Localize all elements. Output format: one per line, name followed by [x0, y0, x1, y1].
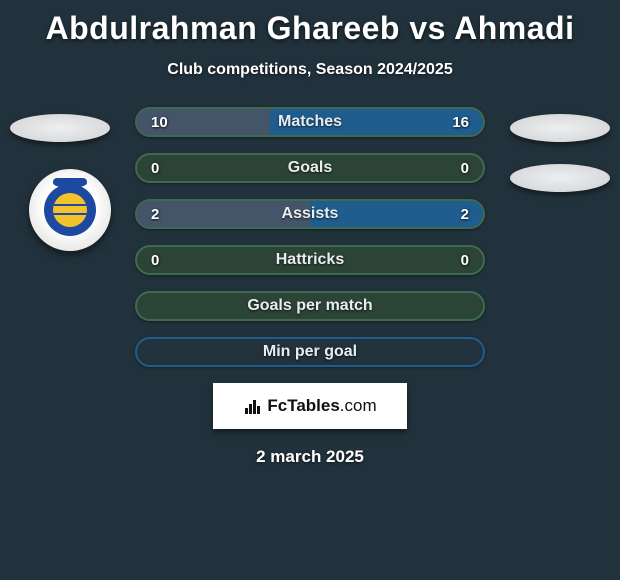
- stat-label: Min per goal: [263, 343, 357, 361]
- page-title: Abdulrahman Ghareeb vs Ahmadi: [0, 0, 620, 47]
- page-subtitle: Club competitions, Season 2024/2025: [0, 61, 620, 79]
- stat-value-right: 0: [461, 155, 469, 181]
- stat-bars: 10 16 Matches 0 0 Goals 2 2 Assists 0 0 Hattricks Go…: [135, 107, 485, 367]
- stat-value-right: 0: [461, 247, 469, 273]
- stat-label: Hattricks: [276, 251, 344, 269]
- snapshot-date: 2 march 2025: [0, 447, 620, 467]
- brand-suffix: .com: [340, 396, 377, 415]
- stat-value-right: 2: [461, 201, 469, 227]
- club-crest-inner: [44, 184, 96, 236]
- stat-row: 0 0 Goals: [135, 153, 485, 183]
- stat-value-left: 0: [151, 247, 159, 273]
- brand-text: FcTables.com: [267, 396, 376, 416]
- stat-label: Goals per match: [247, 297, 372, 315]
- stat-label: Assists: [282, 205, 339, 223]
- player-right-badge-1: [510, 114, 610, 142]
- stat-value-left: 10: [151, 109, 168, 135]
- brand-name: FcTables: [267, 396, 339, 415]
- brand-bars-icon: [243, 396, 263, 416]
- stat-row: 2 2 Assists: [135, 199, 485, 229]
- stat-value-right: 16: [452, 109, 469, 135]
- stat-row: Goals per match: [135, 291, 485, 321]
- stat-value-left: 0: [151, 155, 159, 181]
- player-left-badge: [10, 114, 110, 142]
- comparison-body: 10 16 Matches 0 0 Goals 2 2 Assists 0 0 Hattricks Go…: [0, 107, 620, 467]
- stat-row: Min per goal: [135, 337, 485, 367]
- stat-value-left: 2: [151, 201, 159, 227]
- club-crest-globe-icon: [53, 193, 87, 227]
- club-crest-left: [29, 169, 111, 251]
- brand-box: FcTables.com: [213, 383, 407, 429]
- stat-row: 10 16 Matches: [135, 107, 485, 137]
- stat-label: Goals: [288, 159, 332, 177]
- stat-row: 0 0 Hattricks: [135, 245, 485, 275]
- stat-label: Matches: [278, 113, 342, 131]
- player-right-badge-2: [510, 164, 610, 192]
